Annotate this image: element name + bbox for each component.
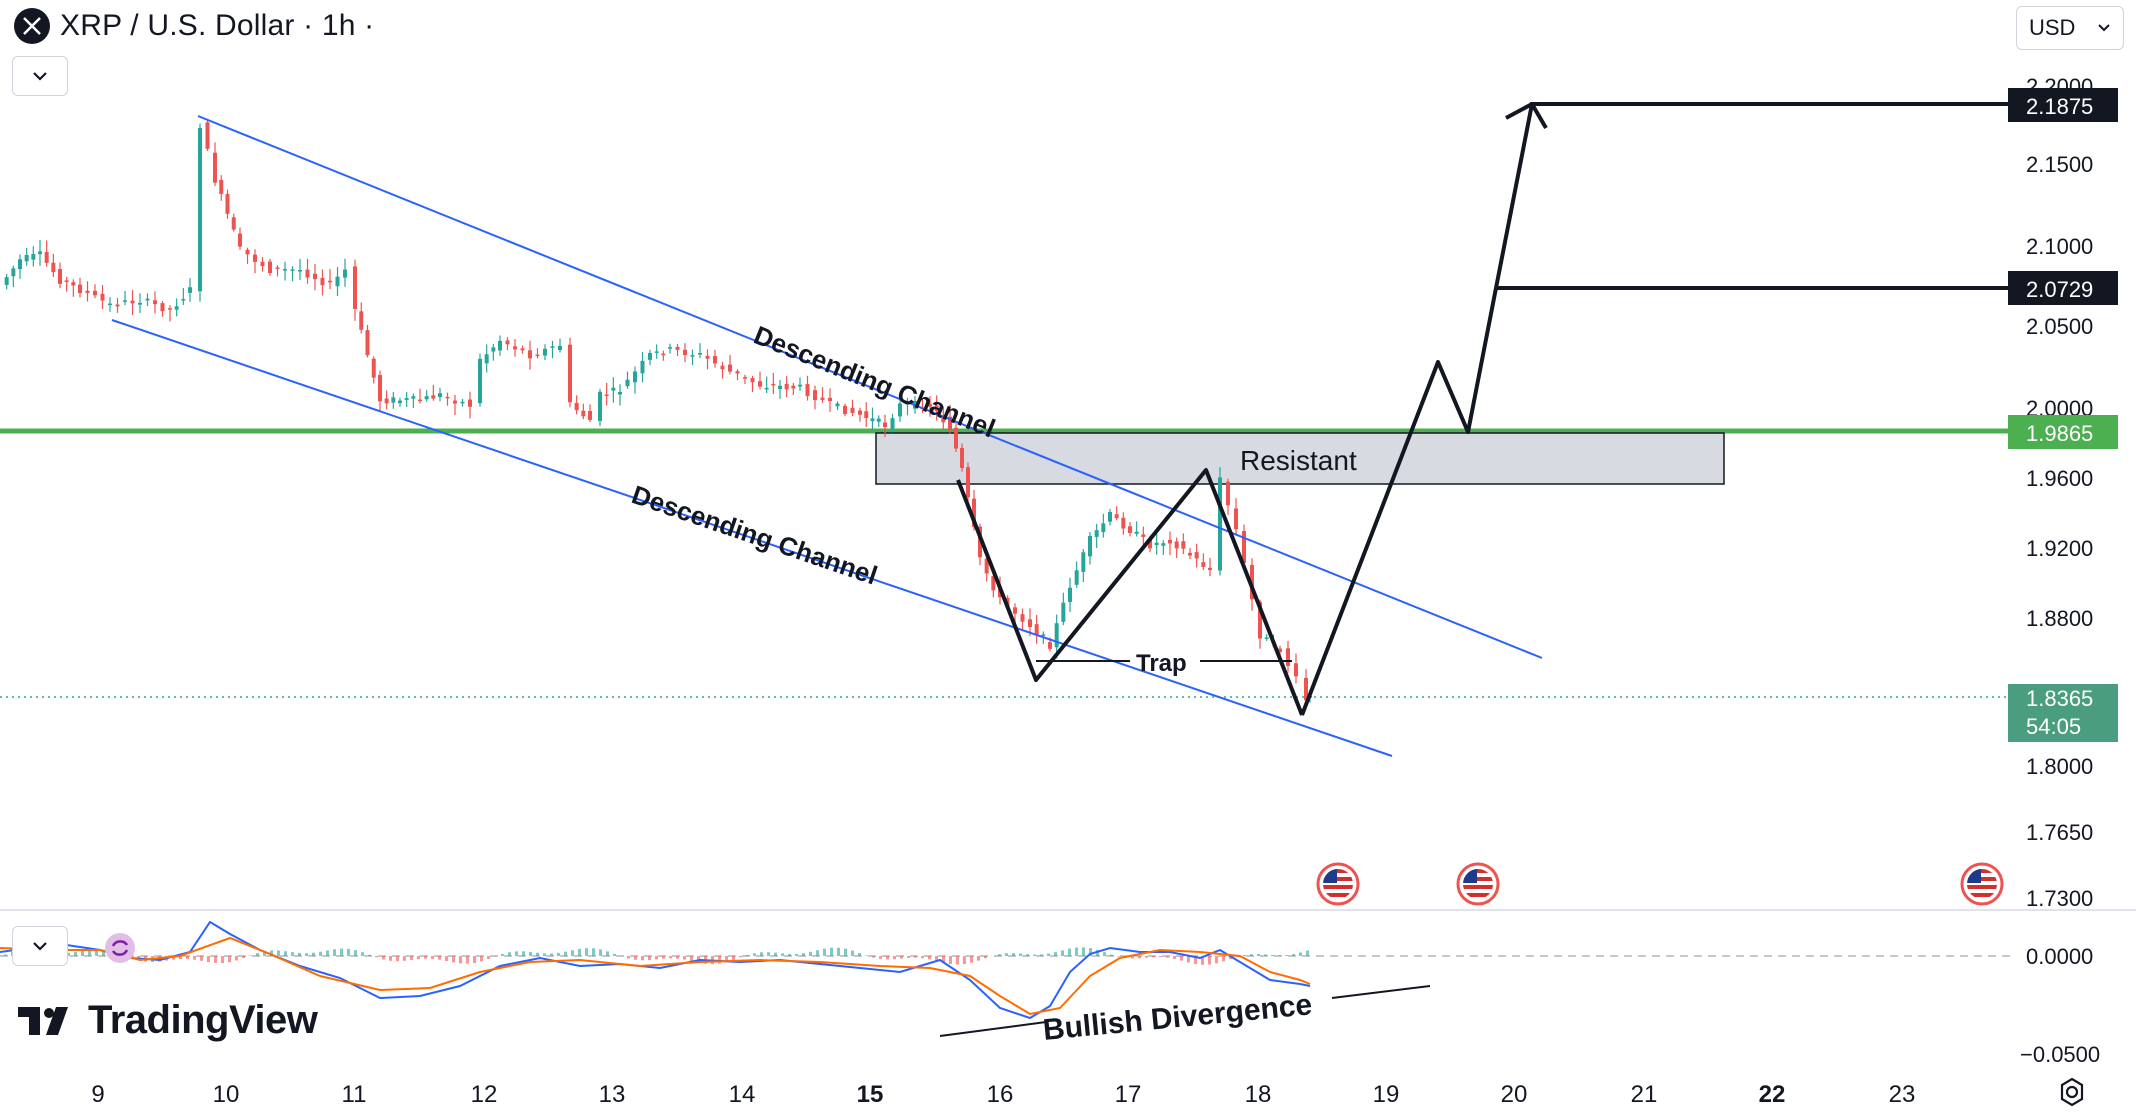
macd-axis-label: 0.0000: [2026, 944, 2093, 969]
macd-axis-label: −0.0500: [2020, 1042, 2100, 1067]
zigzag-pattern: [956, 468, 1304, 716]
price-badge-2-1875: [2008, 88, 2118, 122]
countdown-text: 54:05: [2026, 714, 2081, 739]
collapse-button[interactable]: [12, 56, 68, 96]
price-label: 1.7300: [2026, 886, 2093, 911]
price-badge-1-9865: [2008, 415, 2118, 449]
price-label: 1.8800: [2026, 606, 2093, 631]
settings-button[interactable]: [2058, 1077, 2086, 1111]
candlestick-series: [4, 119, 1312, 708]
chevron-down-icon: [33, 942, 47, 951]
trap-label: Trap: [1136, 650, 1187, 677]
time-label: 22: [1759, 1081, 1786, 1108]
time-label: 16: [987, 1081, 1014, 1108]
channel-lower-line: [111, 319, 1393, 757]
refresh-icon[interactable]: [105, 933, 135, 963]
us-flag-icon[interactable]: [1456, 862, 1500, 906]
price-badge-1-9865-text: 1.9865: [2026, 421, 2093, 446]
time-label: 14: [729, 1081, 756, 1108]
time-label: 10: [213, 1081, 240, 1108]
time-label: 17: [1115, 1081, 1142, 1108]
tradingview-brand-text: TradingView: [88, 998, 318, 1042]
price-label: 2.1000: [2026, 234, 2093, 259]
us-flag-icon[interactable]: [1960, 862, 2004, 906]
chevron-down-icon: [2098, 24, 2110, 32]
price-label: 2.1500: [2026, 152, 2093, 177]
time-label: 18: [1245, 1081, 1272, 1108]
tradingview-logo-icon: [18, 1006, 68, 1035]
bullish-divergence-label: Bullish Divergence: [1042, 988, 1314, 1047]
xrp-logo-icon: [14, 8, 50, 44]
price-axis: 2.2000 2.1500 2.1000 2.0500 2.0000 1.960…: [2026, 74, 2093, 911]
price-badge-2-0729-text: 2.0729: [2026, 277, 2093, 302]
divergence-line-right: [1331, 985, 1431, 999]
channel-lower-label: Descending Channel: [628, 479, 881, 590]
symbol-title: XRP / U.S. Dollar · 1h ·: [60, 9, 375, 42]
us-flag-icon[interactable]: [1316, 862, 1360, 906]
price-label: 1.9200: [2026, 536, 2093, 561]
currency-value: USD: [2029, 15, 2076, 40]
time-label: 23: [1889, 1081, 1916, 1108]
channel-upper-line: [197, 115, 1543, 659]
macd-collapse-button[interactable]: [12, 926, 68, 966]
projection-path: [1300, 103, 1534, 716]
signal-line: [0, 936, 1311, 1016]
current-price-text: 1.8365: [2026, 686, 2093, 711]
time-label: 15: [857, 1081, 884, 1108]
current-price-badge: [2008, 684, 2118, 742]
price-badge-2-0729: [2008, 271, 2118, 305]
gear-icon: [2060, 1077, 2084, 1107]
time-axis: 9 10 11 12 13 14 15 16 17 18 19 20 21 22…: [91, 1081, 1915, 1108]
price-label: 1.8000: [2026, 754, 2093, 779]
divergence-line-left: [939, 1021, 1047, 1037]
time-label: 11: [342, 1081, 367, 1108]
price-label: 1.7650: [2026, 820, 2093, 845]
price-label: 2.0500: [2026, 314, 2093, 339]
time-label: 21: [1631, 1081, 1658, 1108]
price-label: 1.9600: [2026, 466, 2093, 491]
chevron-down-icon: [33, 72, 47, 81]
macd-axis: 0.0000 −0.0500: [2020, 944, 2100, 1067]
price-badge-2-1875-text: 2.1875: [2026, 94, 2093, 119]
time-label: 13: [599, 1081, 626, 1108]
time-label: 12: [471, 1081, 498, 1108]
time-label: 9: [91, 1081, 104, 1108]
currency-select[interactable]: USD: [2016, 6, 2124, 50]
tradingview-logo[interactable]: TradingView: [18, 998, 318, 1043]
time-label: 20: [1501, 1081, 1528, 1108]
symbol-header: XRP / U.S. Dollar · 1h ·: [14, 8, 374, 44]
time-label: 19: [1373, 1081, 1400, 1108]
resistant-zone: [875, 432, 1725, 485]
resistant-label: Resistant: [1240, 445, 1357, 476]
